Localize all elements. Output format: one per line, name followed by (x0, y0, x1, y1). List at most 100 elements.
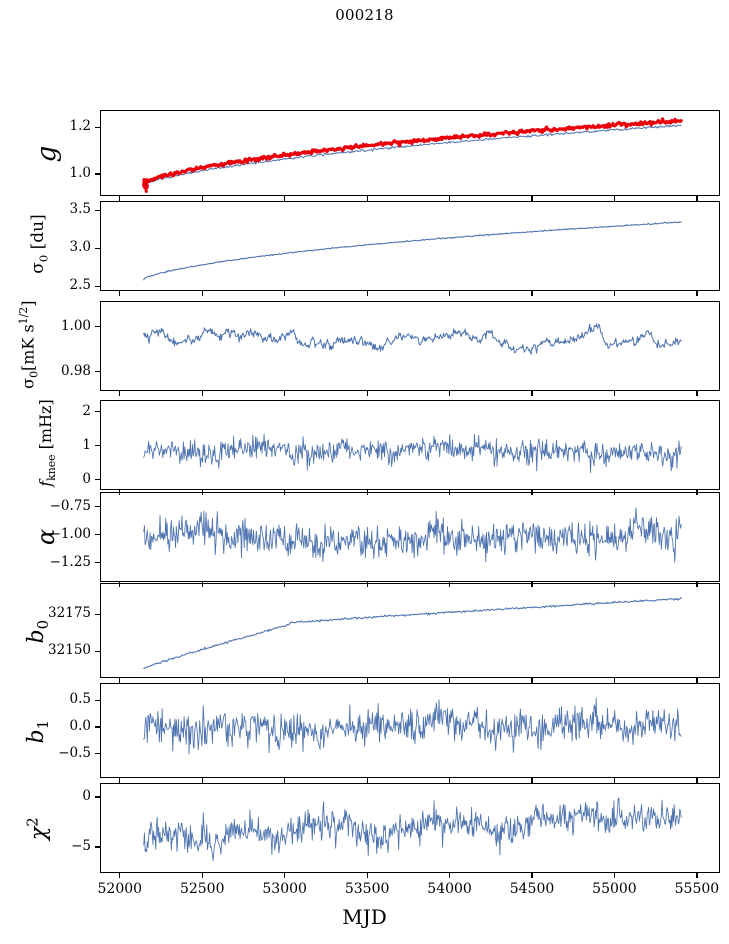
y-tick-label: 0 (82, 470, 91, 487)
x-tick-mark (201, 196, 203, 201)
x-tick-mark (201, 778, 203, 783)
y-tick-label: 1.0 (69, 164, 91, 181)
x-tick-mark (284, 291, 286, 296)
x-tick-mark (613, 582, 616, 587)
x-tick-label: 54500 (509, 881, 555, 897)
x-tick-mark (613, 490, 616, 495)
x-tick-label: 55000 (592, 881, 637, 897)
plot-panel-chi2 (100, 783, 720, 873)
y-tick-label: −1.00 (49, 525, 91, 542)
x-tick-mark (696, 391, 698, 396)
x-tick-mark (119, 778, 121, 783)
x-tick-mark (531, 778, 533, 783)
x-tick-mark (119, 391, 121, 396)
x-tick-mark (531, 490, 533, 495)
y-tick-mark (95, 613, 100, 615)
plot-panel-b0 (100, 583, 720, 678)
y-tick-label: 2 (82, 402, 91, 419)
x-tick-mark (448, 678, 451, 683)
y-tick-label: 3.0 (69, 239, 91, 256)
x-tick-mark (531, 291, 533, 296)
x-tick-label: 53500 (344, 881, 390, 897)
x-tick-mark (613, 291, 616, 296)
x-tick-mark (284, 391, 286, 396)
y-tick-label: 3.5 (69, 201, 91, 218)
x-tick-mark (366, 391, 368, 396)
y-tick-mark (95, 534, 100, 536)
x-tick-mark (284, 873, 286, 878)
y-tick-label: −1.25 (49, 553, 91, 570)
x-tick-mark (696, 490, 698, 495)
y-tick-mark (95, 285, 100, 287)
y-tick-label: 32175 (48, 605, 91, 622)
x-tick-mark (284, 196, 286, 201)
x-tick-mark (284, 678, 286, 683)
x-tick-mark (284, 778, 286, 783)
x-tick-mark (366, 291, 368, 296)
x-tick-mark (531, 391, 533, 396)
x-axis-title: MJD (342, 905, 387, 929)
x-tick-mark (613, 873, 616, 878)
y-axis-title-chi2: χ2 (23, 817, 52, 841)
y-tick-mark (95, 753, 100, 755)
x-tick-label: 52000 (97, 881, 143, 897)
plot-panel-fknee (100, 400, 720, 490)
series-gain-fit (142, 117, 683, 187)
plot-panel-alpha (100, 492, 720, 582)
x-tick-mark (696, 778, 698, 783)
y-tick-mark (95, 479, 100, 481)
x-tick-mark (696, 196, 698, 201)
y-tick-mark (95, 326, 100, 328)
x-tick-mark (531, 873, 533, 878)
x-tick-mark (448, 490, 451, 495)
x-tick-mark (119, 196, 121, 201)
y-tick-mark (95, 371, 100, 373)
y-tick-mark (95, 796, 100, 798)
x-tick-mark (284, 582, 286, 587)
y-tick-label: 0.0 (69, 718, 91, 734)
x-tick-mark (366, 873, 368, 878)
series-gain (143, 124, 682, 186)
x-tick-mark (284, 490, 286, 495)
y-tick-label: 2.5 (69, 277, 91, 294)
y-tick-label: −0.75 (49, 497, 91, 514)
x-tick-label: 54000 (427, 881, 472, 897)
x-tick-mark (448, 778, 451, 783)
x-tick-mark (448, 291, 451, 296)
x-tick-mark (201, 490, 203, 495)
y-tick-label: 1.2 (69, 118, 91, 135)
x-tick-mark (201, 873, 203, 878)
y-tick-label: 1 (82, 436, 91, 453)
x-tick-mark (201, 678, 203, 683)
series-gain-fit-scatter (142, 177, 149, 193)
y-tick-mark (95, 247, 100, 249)
x-tick-mark (448, 582, 451, 587)
x-tick-mark (696, 291, 698, 296)
plot-panel-sigma0-du (100, 201, 720, 291)
y-tick-mark (95, 209, 100, 211)
y-tick-label: 0 (82, 788, 91, 804)
y-tick-mark (95, 506, 100, 508)
y-tick-mark (95, 846, 100, 848)
y-tick-label: 32150 (48, 642, 91, 659)
y-tick-mark (95, 726, 100, 728)
x-tick-label: 53000 (262, 881, 307, 897)
series-sigma0-du (143, 221, 682, 281)
x-tick-mark (613, 196, 616, 201)
x-tick-mark (366, 490, 368, 495)
x-tick-mark (119, 291, 121, 296)
y-tick-mark (95, 126, 100, 129)
x-tick-mark (531, 678, 533, 683)
series-alpha (143, 507, 682, 563)
y-tick-mark (95, 173, 100, 175)
x-tick-mark (201, 582, 203, 587)
x-tick-mark (119, 582, 121, 587)
plot-panel-gain (100, 110, 720, 196)
y-tick-mark (95, 650, 100, 652)
plot-panel-b1 (100, 683, 720, 778)
y-tick-mark (95, 699, 100, 701)
series-b0 (143, 596, 682, 670)
y-tick-mark (95, 445, 100, 447)
y-tick-label: 0.5 (69, 691, 91, 708)
